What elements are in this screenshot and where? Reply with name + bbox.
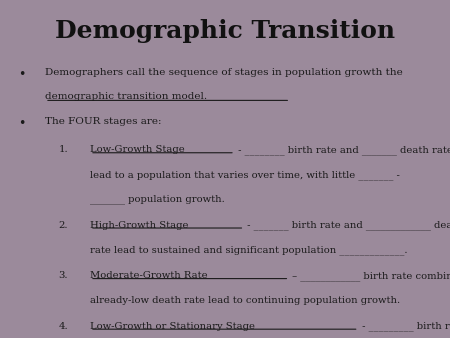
Text: rate lead to sustained and significant population _____________.: rate lead to sustained and significant p… [90, 245, 408, 255]
Text: •: • [18, 117, 25, 130]
Text: – ____________ birth rate combined with: – ____________ birth rate combined with [289, 271, 450, 281]
Text: lead to a population that varies over time, with little _______ -: lead to a population that varies over ti… [90, 170, 400, 180]
Text: already-low death rate lead to continuing population growth.: already-low death rate lead to continuin… [90, 296, 400, 305]
Text: _______ population growth.: _______ population growth. [90, 195, 225, 204]
Text: 1.: 1. [58, 145, 68, 154]
Text: •: • [18, 68, 25, 80]
Text: High-Growth Stage: High-Growth Stage [90, 221, 189, 230]
Text: - ________ birth rate and _______ death rate: - ________ birth rate and _______ death … [235, 145, 450, 155]
Text: The FOUR stages are:: The FOUR stages are: [45, 117, 162, 126]
Text: 3.: 3. [58, 271, 68, 280]
Text: - _______ birth rate and _____________ death: - _______ birth rate and _____________ d… [244, 221, 450, 230]
Text: - _________ birth rate and: - _________ birth rate and [359, 322, 450, 332]
Text: Demographic Transition: Demographic Transition [55, 19, 395, 43]
Text: Low-Growth Stage: Low-Growth Stage [90, 145, 185, 154]
Text: 4.: 4. [58, 322, 68, 331]
Text: Moderate-Growth Rate: Moderate-Growth Rate [90, 271, 207, 280]
Text: demographic transition model.: demographic transition model. [45, 92, 207, 101]
Text: Demographers call the sequence of stages in population growth the: Demographers call the sequence of stages… [45, 68, 403, 77]
Text: Low-Growth or Stationary Stage: Low-Growth or Stationary Stage [90, 322, 255, 331]
Text: 2.: 2. [58, 221, 68, 230]
